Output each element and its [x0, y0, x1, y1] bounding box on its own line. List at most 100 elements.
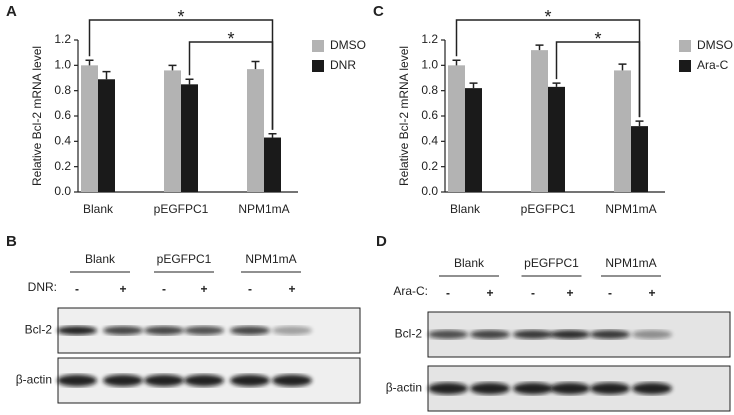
blot-band: [272, 326, 312, 335]
y-tick-label: 1.2: [54, 32, 71, 46]
lane-sign: +: [566, 286, 573, 300]
error-bar: [535, 44, 544, 51]
group-label: Blank: [454, 256, 485, 270]
x-tick-label: pEGFPC1: [154, 202, 209, 216]
significance-star: *: [544, 7, 551, 27]
lane-sign: -: [531, 286, 535, 300]
x-tick-label: NPM1mA: [238, 202, 289, 216]
blot-band: [428, 382, 468, 395]
legend-label: DNR: [330, 58, 356, 72]
bar: [631, 126, 648, 192]
blot-band: [590, 330, 630, 339]
blot-band: [470, 330, 510, 339]
significance-star: *: [227, 29, 234, 49]
error-bar: [452, 59, 461, 66]
y-tick-label: 0.2: [54, 159, 71, 173]
lane-sign: +: [288, 282, 295, 296]
lane-sign: -: [162, 282, 166, 296]
lane-sign: -: [446, 286, 450, 300]
legend-label: DMSO: [330, 38, 366, 52]
blot-band: [144, 326, 184, 335]
lane-sign: -: [75, 282, 79, 296]
error-bar: [618, 63, 627, 71]
error-bar: [552, 82, 561, 87]
lane-sign: -: [608, 286, 612, 300]
bar: [98, 79, 115, 192]
error-bar: [85, 59, 94, 66]
legend-swatch: [312, 60, 324, 72]
significance-bracket: [555, 41, 641, 118]
y-axis-label: Relative Bcl-2 mRNA level: [30, 46, 44, 186]
y-tick-label: 0.2: [421, 159, 438, 173]
blot-band: [230, 326, 270, 335]
y-tick-label: 0.4: [421, 134, 438, 148]
bar: [548, 86, 565, 192]
blot-band: [103, 326, 143, 335]
row-label: β-actin: [386, 381, 422, 395]
row-label: β-actin: [16, 373, 52, 387]
legend-swatch: [679, 40, 691, 52]
y-axis-label: Relative Bcl-2 mRNA level: [397, 46, 411, 186]
lane-sign: +: [648, 286, 655, 300]
blot-band: [632, 330, 672, 339]
error-bar: [469, 82, 478, 89]
blot-band: [144, 374, 184, 387]
bar: [465, 88, 482, 192]
lane-sign: +: [486, 286, 493, 300]
significance-star: *: [177, 7, 184, 27]
x-tick-label: Blank: [450, 202, 481, 216]
significance-bracket: [188, 41, 274, 130]
treatment-label: DNR:: [28, 280, 57, 294]
lane-sign: -: [248, 282, 252, 296]
y-tick-label: 1.0: [421, 58, 438, 72]
group-label: NPM1mA: [245, 252, 296, 266]
x-tick-label: Blank: [83, 202, 114, 216]
blot-band: [470, 382, 510, 395]
blot-band: [428, 330, 468, 339]
error-bar: [168, 64, 177, 71]
bar: [81, 65, 98, 192]
lane-sign: +: [200, 282, 207, 296]
panel-label: C: [373, 3, 384, 20]
group-label: pEGFPC1: [524, 256, 579, 270]
blot-band: [550, 330, 590, 339]
bar: [247, 69, 264, 192]
error-bar: [251, 60, 260, 70]
bar: [614, 70, 631, 192]
legend-swatch: [679, 60, 691, 72]
blot-band: [57, 326, 97, 335]
error-bar: [635, 120, 644, 127]
blot-band: [184, 374, 224, 387]
row-label: Bcl-2: [395, 327, 423, 341]
blot-band: [590, 382, 630, 395]
x-tick-label: pEGFPC1: [521, 202, 576, 216]
y-tick-label: 0.0: [421, 184, 438, 198]
significance-star: *: [594, 29, 601, 49]
error-bar: [268, 132, 277, 138]
group-label: NPM1mA: [605, 256, 656, 270]
blot-band: [550, 382, 590, 395]
lane-sign: +: [119, 282, 126, 296]
x-tick-label: NPM1mA: [605, 202, 656, 216]
legend-label: DMSO: [697, 38, 733, 52]
bar: [264, 137, 281, 192]
blot-band: [57, 374, 97, 387]
bar: [181, 84, 198, 192]
bar: [164, 70, 181, 192]
panel-label: D: [376, 233, 387, 250]
blot-band: [184, 326, 224, 335]
bar: [448, 65, 465, 192]
y-tick-label: 0.0: [54, 184, 71, 198]
blot-band: [272, 374, 312, 387]
y-tick-label: 1.0: [54, 58, 71, 72]
error-bar: [185, 78, 194, 85]
legend-label: Ara-C: [697, 58, 729, 72]
panel-label: A: [6, 3, 17, 20]
row-label: Bcl-2: [25, 323, 53, 337]
group-label: Blank: [85, 252, 116, 266]
blot-band: [230, 374, 270, 387]
y-tick-label: 0.6: [421, 108, 438, 122]
blot-band: [103, 374, 143, 387]
blot-band: [632, 382, 672, 395]
y-tick-label: 0.4: [54, 134, 71, 148]
